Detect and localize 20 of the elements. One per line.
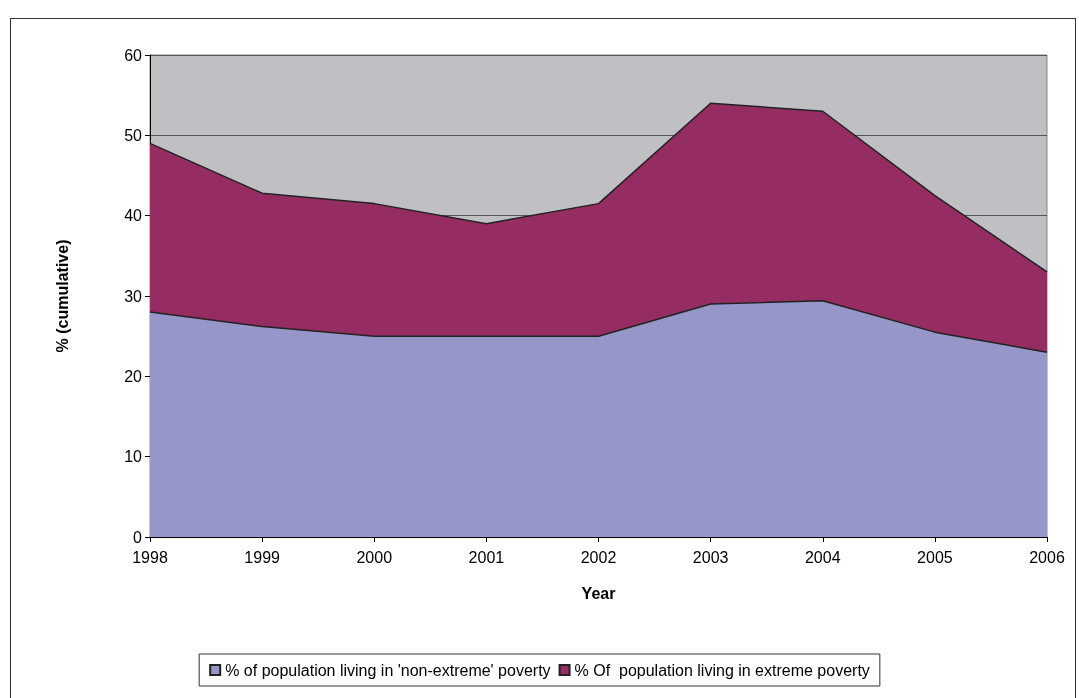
x-tick-label: 2006 [1029,548,1065,566]
x-tick-label: 1998 [132,548,168,566]
y-tick-label: 20 [124,367,143,385]
x-tick-label: 2005 [917,548,953,566]
y-tick-label: 10 [124,448,143,466]
legend-label: % of population living in 'non-extreme' poverty [225,661,551,679]
x-tick-label: 2000 [356,548,393,566]
y-axis-title: % (cumulative) [53,239,71,353]
x-tick-label: 2004 [804,548,841,566]
x-tick-label: 2003 [692,548,729,566]
y-tick-label: 40 [124,207,143,225]
y-tick-label: 60 [124,46,143,64]
y-tick-label: 0 [133,528,143,546]
x-tick-label: 2002 [580,548,617,566]
x-axis-title: Year [581,584,616,602]
x-tick-label: 1999 [244,548,281,566]
x-tick-label: 2001 [468,548,505,566]
legend-label: % Of population living in extreme poverty [574,661,870,679]
y-tick-label: 30 [124,287,143,305]
y-tick-label: 50 [124,126,143,144]
